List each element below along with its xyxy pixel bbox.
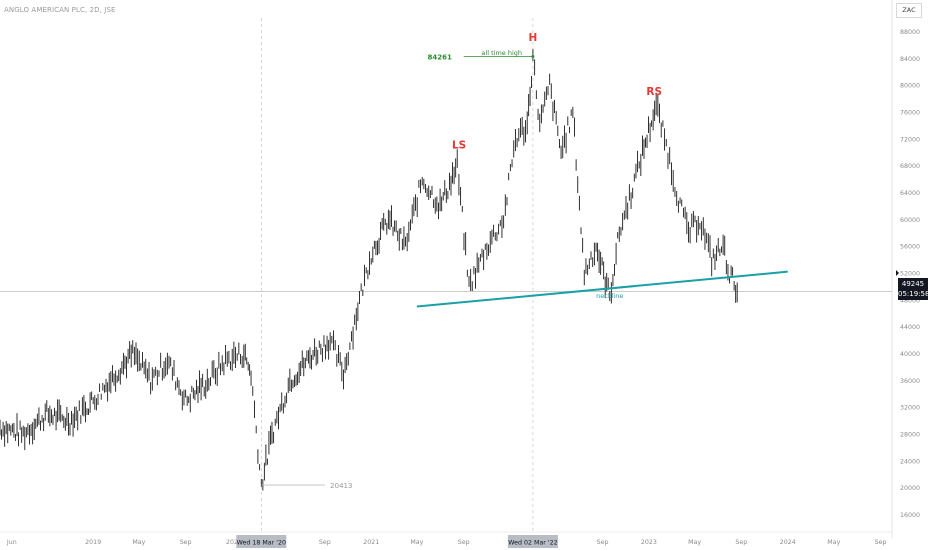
x-tick-label: May [688, 539, 701, 546]
currency-button[interactable]: ZAC [896, 3, 922, 18]
x-tick-label: Sep [180, 539, 192, 546]
y-tick-label: 28000 [900, 432, 920, 439]
x-tick-label: 202 [226, 539, 238, 546]
y-tick-label: 44000 [900, 324, 920, 331]
y-tick-label: 16000 [900, 512, 920, 519]
ath-point [531, 55, 535, 59]
x-tick-label: 2019 [85, 539, 101, 546]
price-series[interactable] [0, 49, 738, 491]
date-marker-badge [236, 535, 287, 548]
last-price: 49245 [901, 280, 925, 288]
date-marker-badge [507, 535, 558, 548]
y-tick-label: 52000 [900, 271, 920, 278]
y-tick-label: 48000 [900, 297, 920, 304]
x-tick-label: May [132, 539, 145, 546]
x-tick-label: Sep [319, 539, 331, 546]
y-tick-label: 24000 [900, 458, 920, 465]
neckline-trendline[interactable] [416, 270, 788, 308]
x-tick-label: Sep [597, 539, 609, 546]
pattern-label-rs: RS [646, 86, 662, 98]
x-tick-label: Sep [735, 539, 747, 546]
date-marker-label: Wed 02 Mar '22 [508, 540, 557, 547]
y-tick-label: 76000 [900, 109, 920, 116]
pattern-label-h: H [529, 32, 538, 44]
y-tick-label: 60000 [900, 217, 920, 224]
x-tick-label: May [827, 539, 840, 546]
y-tick-label: 80000 [900, 83, 920, 90]
x-tick-label: May [410, 539, 423, 546]
pattern-label-ls: LS [452, 140, 466, 152]
ath-label: all time high [481, 49, 522, 57]
x-tick-label: Jun [6, 539, 17, 546]
ath-value-label: 84261 [428, 54, 452, 62]
x-tick-label: 2023 [641, 539, 657, 546]
y-tick-label: 20000 [900, 485, 920, 492]
y-tick-label: 72000 [900, 136, 920, 143]
y-tick-label: 40000 [900, 351, 920, 358]
y-tick-label: 84000 [900, 56, 920, 63]
last-price-tag: 49245 05:19:58 [898, 278, 930, 300]
y-tick-label: 56000 [900, 244, 920, 251]
y-tick-label: 64000 [900, 190, 920, 197]
y-tick-label: 36000 [900, 378, 920, 385]
date-marker-label: Wed 18 Mar '20 [237, 540, 286, 547]
y-tick-label: 88000 [900, 29, 920, 36]
y-tick-label: 68000 [900, 163, 920, 170]
low-value-label: 20413 [330, 482, 352, 490]
chart-title: ANGLO AMERICAN PLC, 2D, JSE [4, 6, 116, 14]
x-tick-label: 2024 [780, 539, 796, 546]
axis-marker-arrow-icon [896, 270, 899, 276]
x-tick-label: Sep [458, 539, 470, 546]
bar-countdown: 05:19:58 [898, 290, 930, 298]
y-tick-label: 32000 [900, 405, 920, 412]
x-tick-label: 2021 [363, 539, 379, 546]
x-tick-label: Sep [875, 539, 887, 546]
neckline-label: neckline [596, 292, 623, 300]
